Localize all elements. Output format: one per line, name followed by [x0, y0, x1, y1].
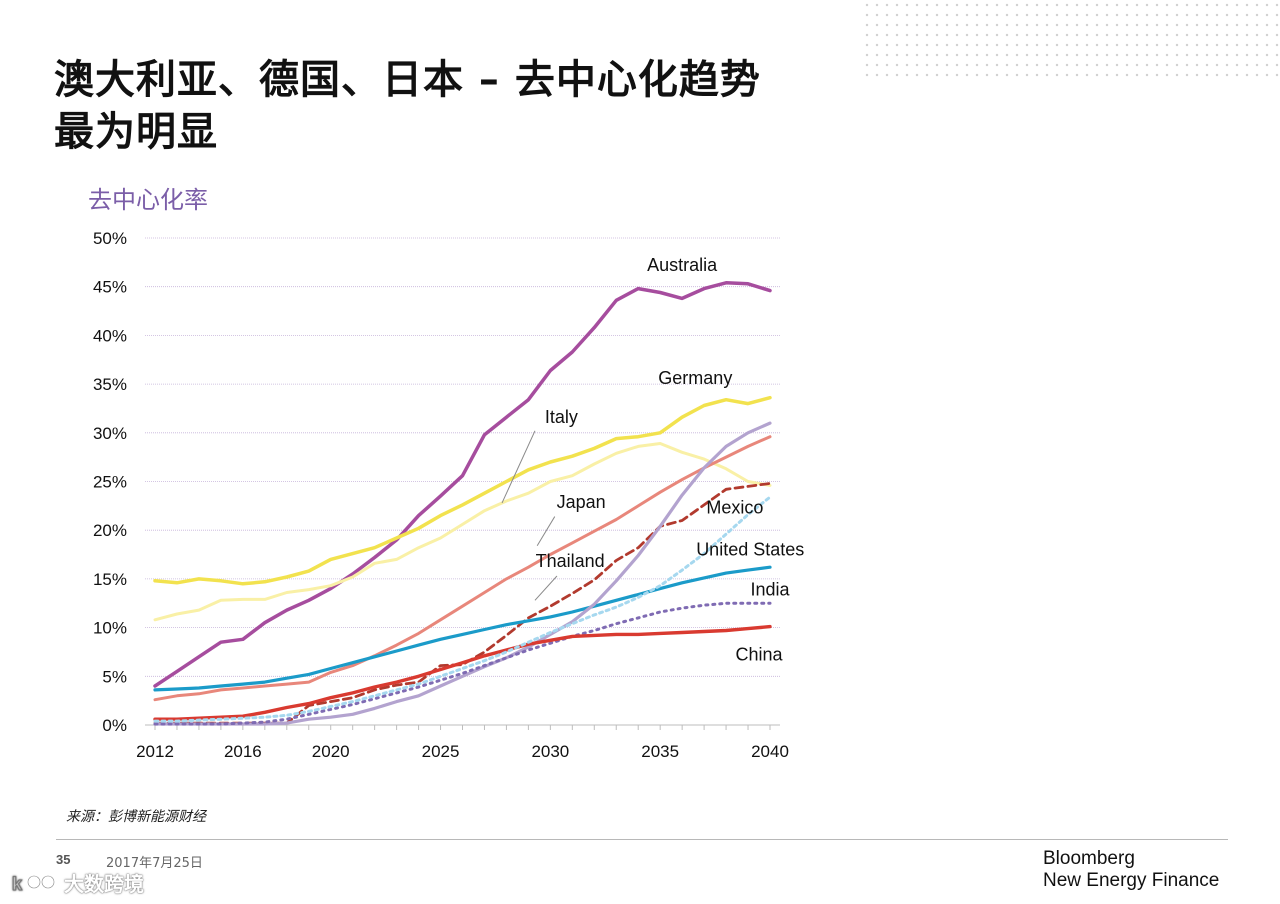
series-line-united-states: [153, 565, 772, 692]
x-tick-label: 2020: [312, 742, 350, 761]
x-tick-label: 2035: [641, 742, 679, 761]
y-tick-label: 15%: [93, 570, 127, 589]
y-tick-label: 20%: [93, 521, 127, 540]
watermark-text: 大数跨境: [64, 872, 144, 896]
series-line-china: [153, 624, 772, 721]
chart-annotations: Australia Germany Italy Japan Thailand Mexico…: [501, 255, 804, 665]
x-tick-label: 2025: [422, 742, 460, 761]
decorative-dot-pattern: [862, 0, 1280, 78]
brand-logo: Bloomberg New Energy Finance: [1043, 848, 1219, 892]
watermark: k 大数跨境: [10, 868, 144, 897]
y-tick-label: 10%: [93, 619, 127, 638]
chart-subtitle: 去中心化率: [88, 186, 208, 214]
series-label-japan: Japan: [557, 492, 606, 512]
series-label-australia: Australia: [647, 255, 718, 275]
series-label-germany: Germany: [658, 368, 732, 388]
chart-gridlines: [145, 237, 780, 677]
watermark-logo-icon: k: [10, 870, 58, 896]
series-line-thailand: [153, 421, 772, 726]
series-line-australia: [153, 281, 772, 688]
chart-series: [153, 281, 772, 726]
footer-date: 2017年7月25日: [106, 856, 203, 871]
annotation-leader-line: [501, 430, 536, 504]
y-tick-label: 40%: [93, 326, 127, 345]
y-tick-label: 35%: [93, 375, 127, 394]
series-line-mexico: [153, 481, 772, 725]
series-line-germany: [153, 395, 772, 586]
series-label-united-states: United States: [696, 540, 804, 560]
series-label-thailand: Thailand: [536, 551, 605, 571]
y-tick-label: 0%: [102, 716, 127, 735]
slide-title-line2: 最为明显: [54, 109, 218, 155]
brand-line1: Bloomberg: [1043, 848, 1135, 869]
x-tick-label: 2030: [531, 742, 569, 761]
y-tick-label: 50%: [93, 229, 127, 248]
x-tick-label: 2016: [224, 742, 262, 761]
series-line-japan: [153, 435, 772, 702]
y-tick-label: 30%: [93, 424, 127, 443]
y-tick-label: 5%: [102, 667, 127, 686]
slide-title-line1: 澳大利亚、德国、日本 – 去中心化趋势: [54, 57, 761, 103]
series-line-unlabeled-dotted: [153, 495, 772, 723]
series-label-italy: Italy: [545, 407, 578, 427]
source-note: 来源：彭博新能源财经: [66, 809, 206, 825]
annotation-leader-line: [534, 575, 558, 601]
page-number: 35: [56, 852, 71, 867]
y-tick-label: 45%: [93, 278, 127, 297]
slide-title: 澳大利亚、德国、日本 – 去中心化趋势 最为明显: [54, 54, 761, 158]
series-line-india: [153, 601, 772, 726]
y-tick-label: 25%: [93, 473, 127, 492]
annotation-leader-line: [536, 516, 556, 547]
series-label-india: India: [750, 579, 790, 599]
brand-line2: New Energy Finance: [1043, 870, 1220, 891]
series-line-italy: [153, 442, 772, 622]
x-tick-label: 2012: [136, 742, 174, 761]
svg-text:k: k: [12, 874, 23, 894]
footer-divider: [56, 839, 1228, 840]
series-label-china: China: [736, 645, 784, 665]
series-label-mexico: Mexico: [706, 498, 763, 518]
x-tick-label: 2040: [751, 742, 789, 761]
